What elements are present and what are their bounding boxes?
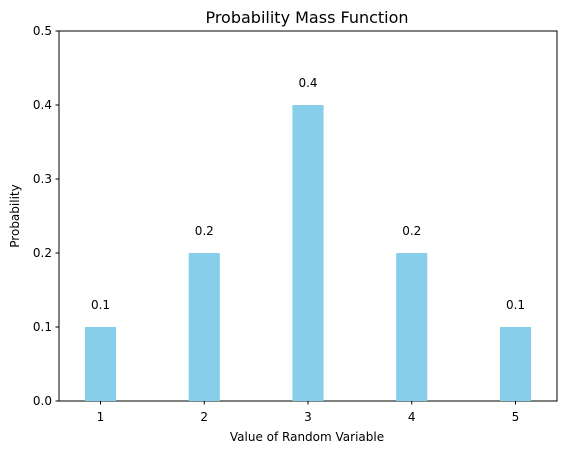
y-tick-label: 0.0 bbox=[33, 394, 52, 408]
chart-title: Probability Mass Function bbox=[205, 8, 408, 27]
bar bbox=[189, 253, 220, 401]
y-tick-label: 0.5 bbox=[33, 24, 52, 38]
x-tick-label: 3 bbox=[304, 410, 312, 424]
x-axis: 1 2 3 4 5 bbox=[97, 401, 520, 424]
x-tick-label: 1 bbox=[97, 410, 105, 424]
x-axis-label: Value of Random Variable bbox=[230, 430, 384, 444]
bar-series bbox=[85, 105, 531, 401]
bar-value-label: 0.4 bbox=[298, 76, 317, 90]
bar bbox=[292, 105, 323, 401]
bar-value-label: 0.2 bbox=[195, 224, 214, 238]
y-tick-label: 0.3 bbox=[33, 172, 52, 186]
bar bbox=[85, 327, 116, 401]
y-tick-label: 0.4 bbox=[33, 98, 52, 112]
y-tick-label: 0.1 bbox=[33, 320, 52, 334]
y-axis-label: Probability bbox=[8, 184, 22, 247]
bar-value-label: 0.1 bbox=[506, 298, 525, 312]
y-tick-label: 0.2 bbox=[33, 246, 52, 260]
y-axis: 0.0 0.1 0.2 0.3 0.4 0.5 bbox=[33, 24, 59, 408]
bar-value-label: 0.1 bbox=[91, 298, 110, 312]
bar bbox=[500, 327, 531, 401]
x-tick-label: 2 bbox=[200, 410, 208, 424]
bar-value-label: 0.2 bbox=[402, 224, 421, 238]
bar bbox=[396, 253, 427, 401]
x-tick-label: 5 bbox=[512, 410, 520, 424]
x-tick-label: 4 bbox=[408, 410, 416, 424]
